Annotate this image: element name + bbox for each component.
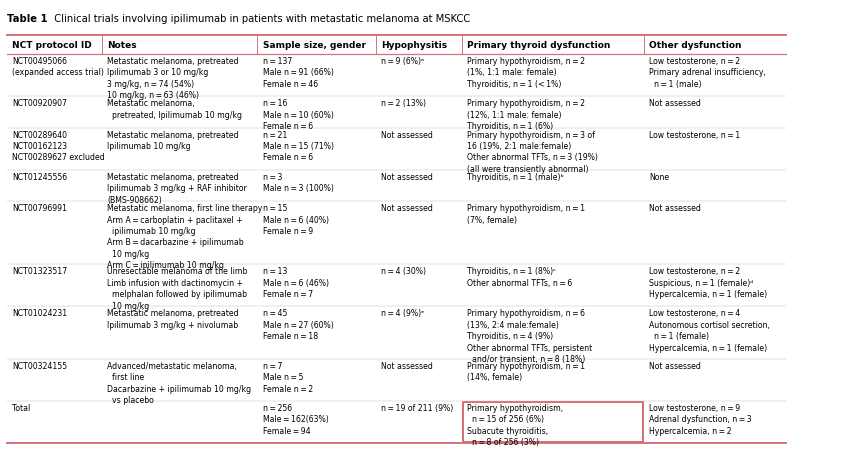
Text: n = 13
Male n = 6 (46%)
Female n = 7: n = 13 Male n = 6 (46%) Female n = 7 bbox=[263, 267, 328, 299]
Text: Primary hypothyroidism, n = 3 of
16 (19%, 2:1 male:female)
Other abnormal TFTs, : Primary hypothyroidism, n = 3 of 16 (19%… bbox=[467, 130, 598, 174]
Text: Primary hypothyroidism,
  n = 15 of 256 (6%)
Subacute thyroiditis,
  n = 8 of 25: Primary hypothyroidism, n = 15 of 256 (6… bbox=[467, 403, 563, 446]
Text: Unresectable melanoma of the limb
Limb infusion with dactinomycin +
  melphalan : Unresectable melanoma of the limb Limb i… bbox=[107, 267, 247, 310]
Text: Metastatic melanoma, pretreated
Ipilimumab 3 or 10 mg/kg
3 mg/kg, n = 74 (54%)
1: Metastatic melanoma, pretreated Ipilimum… bbox=[107, 57, 238, 100]
Text: Metastatic melanoma, pretreated
Ipilimumab 3 mg/kg + nivolumab: Metastatic melanoma, pretreated Ipilimum… bbox=[107, 308, 238, 329]
Text: NCT01245556: NCT01245556 bbox=[12, 172, 67, 181]
Text: Table 1: Table 1 bbox=[7, 14, 48, 24]
Text: Thyroiditis, n = 1 (8%)ᶜ
Other abnormal TFTs, n = 6: Thyroiditis, n = 1 (8%)ᶜ Other abnormal … bbox=[467, 267, 573, 287]
Text: Advanced/metastatic melanoma,
  first line
Dacarbazine + ipilimumab 10 mg/kg
  v: Advanced/metastatic melanoma, first line… bbox=[107, 361, 251, 404]
Text: Low testosterone, n = 9
Adrenal dysfunction, n = 3
Hypercalcemia, n = 2: Low testosterone, n = 9 Adrenal dysfunct… bbox=[649, 403, 752, 435]
Text: Not assessed: Not assessed bbox=[649, 99, 701, 108]
Text: Low testosterone, n = 1: Low testosterone, n = 1 bbox=[649, 130, 740, 139]
Text: Primary thyroid dysfunction: Primary thyroid dysfunction bbox=[467, 41, 611, 50]
Text: Total: Total bbox=[12, 403, 30, 412]
Text: n = 137
Male n = 91 (66%)
Female n = 46: n = 137 Male n = 91 (66%) Female n = 46 bbox=[263, 57, 334, 89]
Text: NCT00920907: NCT00920907 bbox=[12, 99, 67, 108]
Text: n = 2 (13%): n = 2 (13%) bbox=[381, 99, 426, 108]
Text: n = 4 (30%): n = 4 (30%) bbox=[381, 267, 426, 276]
Text: Primary hypothyroidism, n = 2
(1%, 1:1 male: female)
Thyroiditis, n = 1 (< 1%): Primary hypothyroidism, n = 2 (1%, 1:1 m… bbox=[467, 57, 586, 89]
Text: NCT00495066
(expanded access trial): NCT00495066 (expanded access trial) bbox=[12, 57, 104, 77]
Text: Primary hypothyroidism, n = 2
(12%, 1:1 male: female)
Thyroiditis, n = 1 (6%): Primary hypothyroidism, n = 2 (12%, 1:1 … bbox=[467, 99, 586, 131]
Text: n = 3
Male n = 3 (100%): n = 3 Male n = 3 (100%) bbox=[263, 172, 334, 193]
Text: NCT01323517: NCT01323517 bbox=[12, 267, 67, 276]
Text: Low testosterone, n = 2
Suspicious, n = 1 (female)ᵈ
Hypercalcemia, n = 1 (female: Low testosterone, n = 2 Suspicious, n = … bbox=[649, 267, 767, 299]
Text: Clinical trials involving ipilimumab in patients with metastatic melanoma at MSK: Clinical trials involving ipilimumab in … bbox=[48, 14, 471, 24]
Text: Not assessed: Not assessed bbox=[649, 361, 701, 370]
Text: Not assessed: Not assessed bbox=[381, 361, 433, 370]
Text: Primary hypothyroidism, n = 1
(7%, female): Primary hypothyroidism, n = 1 (7%, femal… bbox=[467, 204, 586, 224]
Text: Thyroiditis, n = 1 (male)ᵇ: Thyroiditis, n = 1 (male)ᵇ bbox=[467, 172, 564, 181]
Text: NCT00324155: NCT00324155 bbox=[12, 361, 67, 370]
Text: n = 256
Male = 162(63%)
Female = 94: n = 256 Male = 162(63%) Female = 94 bbox=[263, 403, 328, 435]
Text: Metastatic melanoma, pretreated
Ipilimumab 10 mg/kg: Metastatic melanoma, pretreated Ipilimum… bbox=[107, 130, 238, 151]
Text: NCT00289640
NCT00162123
NCT00289627 excluded: NCT00289640 NCT00162123 NCT00289627 excl… bbox=[12, 130, 105, 162]
Text: Not assessed: Not assessed bbox=[381, 204, 433, 213]
Text: Not assessed: Not assessed bbox=[649, 204, 701, 213]
Text: NCT protocol ID: NCT protocol ID bbox=[12, 41, 92, 50]
Text: Other dysfunction: Other dysfunction bbox=[649, 41, 741, 50]
Text: Metastatic melanoma, first line therapy
Arm A = carboplatin + paclitaxel +
  ipi: Metastatic melanoma, first line therapy … bbox=[107, 204, 263, 270]
Text: n = 7
Male n = 5
Female n = 2: n = 7 Male n = 5 Female n = 2 bbox=[263, 361, 313, 393]
Text: NCT00796991: NCT00796991 bbox=[12, 204, 67, 213]
Text: Not assessed: Not assessed bbox=[381, 130, 433, 139]
Text: None: None bbox=[649, 172, 669, 181]
Text: n = 9 (6%)ᵃ: n = 9 (6%)ᵃ bbox=[381, 57, 424, 66]
Text: Notes: Notes bbox=[107, 41, 137, 50]
Text: Metastatic melanoma, pretreated
Ipilimumab 3 mg/kg + RAF inhibitor
(BMS-908662): Metastatic melanoma, pretreated Ipilimum… bbox=[107, 172, 247, 204]
Text: Metastatic melanoma,
  pretreated, Ipilimumab 10 mg/kg: Metastatic melanoma, pretreated, Ipilimu… bbox=[107, 99, 242, 119]
Text: n = 21
Male n = 15 (71%)
Female n = 6: n = 21 Male n = 15 (71%) Female n = 6 bbox=[263, 130, 334, 162]
Text: n = 4 (9%)ᵉ: n = 4 (9%)ᵉ bbox=[381, 308, 424, 318]
Text: Low testosterone, n = 4
Autonomous cortisol secretion,
  n = 1 (female)
Hypercal: Low testosterone, n = 4 Autonomous corti… bbox=[649, 308, 770, 352]
Text: NCT01024231: NCT01024231 bbox=[12, 308, 67, 318]
Text: n = 16
Male n = 10 (60%)
Female n = 6: n = 16 Male n = 10 (60%) Female n = 6 bbox=[263, 99, 334, 131]
Text: Hypophysitis: Hypophysitis bbox=[381, 41, 448, 50]
Text: Not assessed: Not assessed bbox=[381, 172, 433, 181]
Text: Primary hypothyroidism, n = 1
(14%, female): Primary hypothyroidism, n = 1 (14%, fema… bbox=[467, 361, 586, 381]
Text: Sample size, gender: Sample size, gender bbox=[263, 41, 365, 50]
Text: Primary hypothyroidism, n = 6
(13%, 2:4 male:female)
Thyroiditis, n = 4 (9%)
Oth: Primary hypothyroidism, n = 6 (13%, 2:4 … bbox=[467, 308, 593, 363]
Text: n = 19 of 211 (9%): n = 19 of 211 (9%) bbox=[381, 403, 454, 412]
Text: n = 45
Male n = 27 (60%)
Female n = 18: n = 45 Male n = 27 (60%) Female n = 18 bbox=[263, 308, 334, 341]
Bar bbox=[463, 402, 643, 442]
Text: Low testosterone, n = 2
Primary adrenal insufficiency,
  n = 1 (male): Low testosterone, n = 2 Primary adrenal … bbox=[649, 57, 766, 89]
Text: n = 15
Male n = 6 (40%)
Female n = 9: n = 15 Male n = 6 (40%) Female n = 9 bbox=[263, 204, 328, 235]
